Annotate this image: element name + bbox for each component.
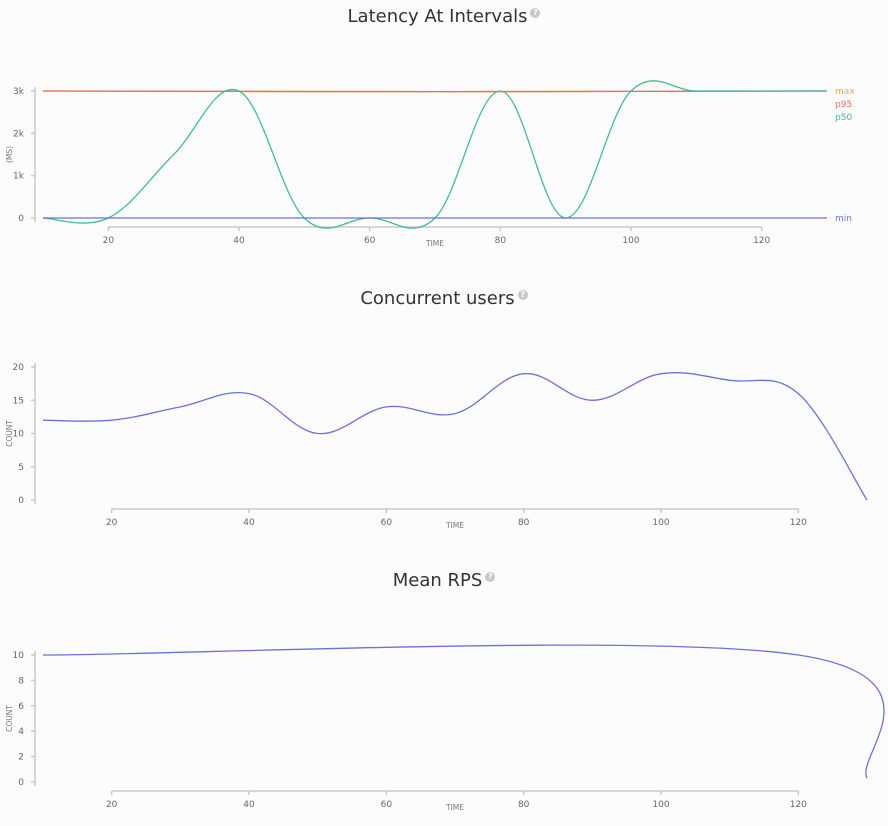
- chart-title-text: Latency At Intervals: [347, 6, 528, 27]
- legend-label-p95: p95: [835, 100, 852, 110]
- chart-title-text: Concurrent users: [360, 288, 515, 309]
- chart-title-text: Mean RPS: [392, 570, 483, 591]
- x-tick-label: 120: [790, 518, 807, 528]
- x-axis-label: TIME: [425, 239, 444, 248]
- help-icon[interactable]: ?: [485, 572, 496, 582]
- y-tick-label: 2k: [13, 129, 25, 139]
- help-icon[interactable]: ?: [517, 290, 528, 300]
- x-tick-label: 20: [106, 518, 118, 528]
- x-axis-label: TIME: [445, 521, 464, 530]
- legend-label-max: max: [835, 87, 855, 97]
- mean-rps-chart-title: Mean RPS?: [0, 570, 888, 591]
- x-tick-label: 40: [243, 800, 255, 810]
- latency-chart: 0 1k 2k 3k (MS) 20 40 60 80 100 120 TIME max p95 p50 mi…: [5, 80, 855, 248]
- x-tick-label: 100: [622, 236, 639, 246]
- x-tick-label: 60: [381, 800, 393, 810]
- y-tick-label: 4: [18, 727, 24, 737]
- y-tick-label: 15: [13, 396, 24, 406]
- y-axis-label: COUNT: [5, 420, 14, 447]
- x-tick-label: 120: [753, 236, 770, 246]
- y-tick-label: 10: [13, 430, 25, 440]
- y-tick-label: 20: [13, 363, 25, 373]
- mean-rps-chart: 0 2 4 6 8 10 COUNT 20 40 60 80 100 120 TIME: [5, 644, 885, 812]
- concurrent-users-chart: 0 5 10 15 20 COUNT 20 40 60 80 100 120 TIME: [5, 363, 868, 530]
- y-tick-label: 0: [18, 496, 24, 506]
- x-tick-label: 20: [103, 236, 115, 246]
- x-tick-label: 40: [233, 236, 245, 246]
- x-tick-label: 80: [518, 518, 530, 528]
- x-tick-label: 120: [790, 800, 807, 810]
- y-tick-label: 10: [13, 651, 25, 661]
- y-tick-label: 5: [18, 463, 24, 473]
- help-icon[interactable]: ?: [530, 8, 541, 18]
- x-tick-label: 100: [652, 800, 669, 810]
- x-tick-label: 40: [243, 518, 255, 528]
- series-line: [42, 644, 885, 779]
- y-axis-label: (MS): [5, 146, 14, 163]
- y-tick-label: 2: [18, 753, 24, 763]
- series-line: [42, 372, 868, 501]
- y-tick-label: 0: [18, 214, 24, 224]
- y-tick-label: 8: [18, 676, 24, 686]
- concurrent-users-chart-title: Concurrent users?: [0, 288, 888, 309]
- x-tick-label: 80: [495, 236, 507, 246]
- series-line-p50: [42, 80, 828, 229]
- x-tick-label: 20: [106, 800, 118, 810]
- y-tick-label: 3k: [13, 87, 25, 97]
- y-tick-label: 0: [18, 778, 24, 788]
- x-axis-label: TIME: [445, 803, 464, 812]
- legend-label-p50: p50: [835, 113, 852, 123]
- latency-chart-title: Latency At Intervals?: [0, 6, 888, 27]
- x-tick-label: 60: [364, 236, 376, 246]
- x-tick-label: 80: [518, 800, 530, 810]
- x-tick-label: 60: [381, 518, 393, 528]
- y-axis-label: COUNT: [5, 705, 14, 732]
- y-tick-label: 6: [18, 702, 24, 712]
- y-tick-label: 1k: [13, 172, 25, 182]
- x-tick-label: 100: [652, 518, 669, 528]
- legend-label-min: min: [835, 214, 852, 224]
